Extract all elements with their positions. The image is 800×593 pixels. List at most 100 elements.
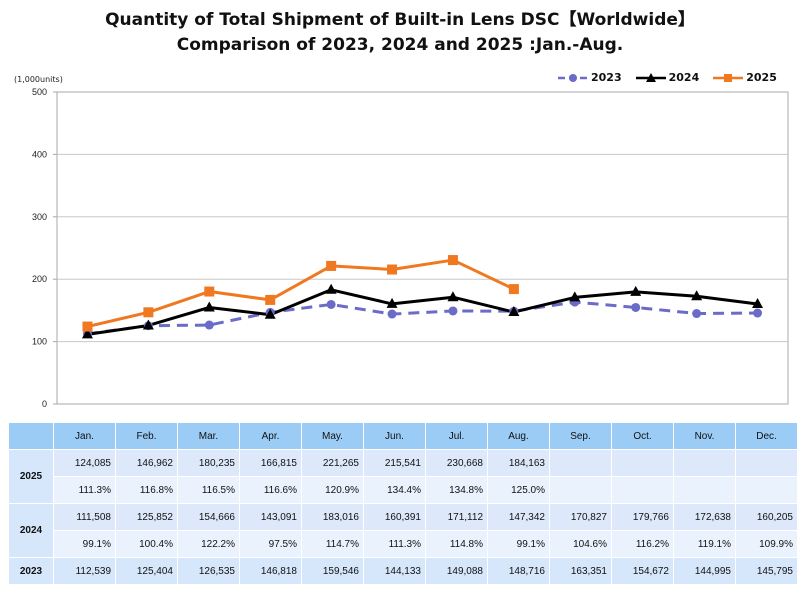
table-cell-units: 160,391 xyxy=(364,504,425,530)
y-tick-label: 400 xyxy=(32,149,47,159)
table-cell-units: 125,404 xyxy=(116,558,177,584)
legend-item-2025: 2025 xyxy=(713,71,777,84)
table-cell-percent xyxy=(612,477,673,503)
table-cell-percent: 111.3% xyxy=(364,531,425,557)
y-tick-label: 300 xyxy=(32,212,47,222)
table-cell-units: 160,205 xyxy=(736,504,797,530)
y-tick-label: 100 xyxy=(32,337,47,347)
legend-swatch-2024 xyxy=(635,72,666,82)
table-cell-units: 125,852 xyxy=(116,504,177,530)
table-header-month: Jul. xyxy=(426,423,487,449)
data-table: Jan. Feb. Mar. Apr. May. Jun. Jul. Aug. Sep. Oct.… xyxy=(8,422,798,585)
table-cell-units: 124,085 xyxy=(54,450,115,476)
series-line-2023 xyxy=(87,300,758,336)
table-cell-units: 166,815 xyxy=(240,450,301,476)
point-2023-dec xyxy=(753,308,763,318)
legend-swatch-2025 xyxy=(713,73,744,82)
table-cell-percent: 99.1% xyxy=(488,531,549,557)
table-cell-percent: 116.5% xyxy=(178,477,239,503)
legend-item-2024: 2024 xyxy=(635,71,699,84)
table-cell-units: 172,638 xyxy=(674,504,735,530)
y-tick-label: 200 xyxy=(32,274,47,284)
table-header-month: May. xyxy=(302,423,363,449)
table-cell-units: 180,235 xyxy=(178,450,239,476)
point-2024-jul xyxy=(447,291,459,302)
y-axis-unit-label: (1,000units) xyxy=(14,75,63,84)
table-header-month: Aug. xyxy=(488,423,549,449)
point-2024-dec xyxy=(752,298,764,309)
point-2024-oct xyxy=(630,285,642,296)
table-cell-units: 179,766 xyxy=(612,504,673,530)
table-header-month: Nov. xyxy=(674,423,735,449)
table-cell-percent xyxy=(674,477,735,503)
point-2024-jun xyxy=(386,297,398,308)
table-row-2025-units: 2025 124,085 146,962 180,235 166,815 221,265 2… xyxy=(9,450,797,503)
table-cell-percent: 120.9% xyxy=(302,477,363,503)
title-line-2: Comparison of 2023, 2024 and 2025 :Jan.-… xyxy=(176,35,624,55)
point-2024-may xyxy=(325,283,337,294)
point-2025-may xyxy=(326,260,337,271)
point-2025-mar xyxy=(204,286,215,297)
point-2024-jan xyxy=(81,328,93,339)
point-2023-jul xyxy=(448,306,458,316)
table-cell-units xyxy=(674,450,735,476)
legend-label-2023: 2023 xyxy=(591,71,622,84)
point-2025-jan xyxy=(82,321,93,332)
series-line-2024 xyxy=(87,288,758,336)
table-cell-units: 111,508 xyxy=(54,504,115,530)
table-cell-percent: 97.5% xyxy=(240,531,301,557)
table-cell-units: 154,672 xyxy=(612,558,673,584)
legend-item-2023: 2023 xyxy=(558,71,622,84)
table-cell-percent: 125.0% xyxy=(488,477,549,503)
table-cell-units xyxy=(550,450,611,476)
table-cell-units: 126,535 xyxy=(178,558,239,584)
table-cell-units: 184,163 xyxy=(488,450,549,476)
point-2025-apr xyxy=(265,294,276,305)
table-cell-percent: 114.7% xyxy=(302,531,363,557)
table-cell-units: 159,546 xyxy=(302,558,363,584)
y-tick-label: 500 xyxy=(32,87,47,97)
table-cell-percent: 109.9% xyxy=(736,531,797,557)
point-2024-mar xyxy=(203,301,215,312)
table-year-label: 2023 xyxy=(9,558,53,584)
table-row-2025-percent: 111.3% 116.8% 116.5% 116.6% 120.9% 134.4% 134.… xyxy=(9,477,797,503)
point-2024-aug xyxy=(508,306,520,317)
table-cell-units: 148,716 xyxy=(488,558,549,584)
table-header-row: Jan. Feb. Mar. Apr. May. Jun. Jul. Aug. Sep. Oct.… xyxy=(9,423,797,449)
point-2023-mar xyxy=(204,320,214,330)
table-cell-units: 146,962 xyxy=(116,450,177,476)
table-cell-percent xyxy=(736,477,797,503)
point-2024-nov xyxy=(691,290,703,301)
point-2024-sep xyxy=(569,291,581,302)
table-cell-units: 144,133 xyxy=(364,558,425,584)
table-row-2024-percent: 99.1% 100.4% 122.2% 97.5% 114.7% 111.3% 114.8%… xyxy=(9,531,797,557)
table-cell-units: 146,818 xyxy=(240,558,301,584)
table-cell-percent xyxy=(550,477,611,503)
table-header-month: Jun. xyxy=(364,423,425,449)
point-2024-apr xyxy=(264,308,276,319)
series-line-2025 xyxy=(87,258,515,329)
point-2025-aug xyxy=(508,284,519,295)
table-cell-percent: 111.3% xyxy=(54,477,115,503)
table-cell-percent: 119.1% xyxy=(674,531,735,557)
table-header-month: Jan. xyxy=(54,423,115,449)
y-tick-label: 0 xyxy=(42,399,47,409)
table-cell-units: 170,827 xyxy=(550,504,611,530)
table-corner-cell xyxy=(9,423,53,449)
table-cell-units: 145,795 xyxy=(736,558,797,584)
table-cell-units: 144,995 xyxy=(674,558,735,584)
table-cell-units: 147,342 xyxy=(488,504,549,530)
point-2025-feb xyxy=(143,307,154,318)
table-header-month: Feb. xyxy=(116,423,177,449)
point-2023-may xyxy=(326,299,336,309)
table-cell-percent: 116.2% xyxy=(612,531,673,557)
table-cell-units: 112,539 xyxy=(54,558,115,584)
table-cell-units: 183,016 xyxy=(302,504,363,530)
point-2023-nov xyxy=(692,309,702,319)
table-header-month: Mar. xyxy=(178,423,239,449)
table-year-label: 2024 xyxy=(9,504,53,557)
chart-title: Quantity of Total Shipment of Built-in L… xyxy=(0,8,800,58)
point-2025-jul xyxy=(447,255,458,266)
table-row-2023-units: 2023 112,539 125,404 126,535 146,818 159,546 1… xyxy=(9,558,797,584)
table-year-label: 2025 xyxy=(9,450,53,503)
